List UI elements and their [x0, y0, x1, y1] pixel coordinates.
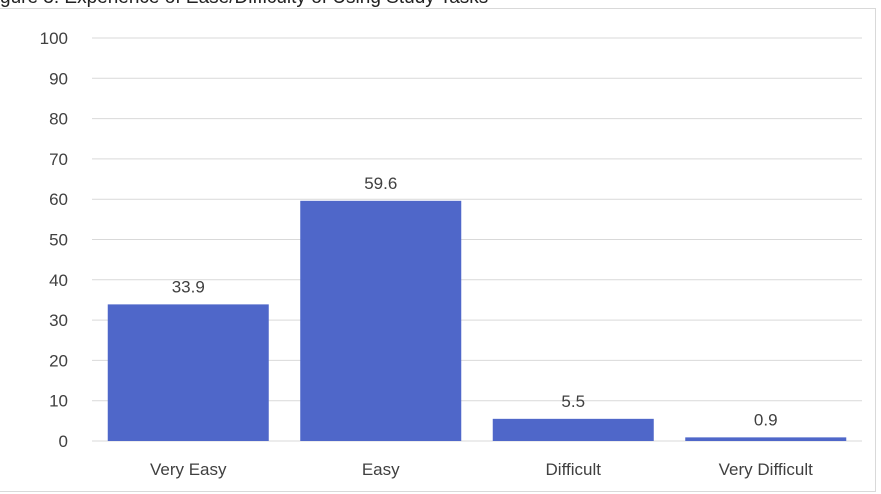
data-label: 0.9: [754, 410, 778, 429]
figure-caption: gure 3. Experience of Ease/Difficulty of…: [0, 0, 488, 8]
y-tick-label: 80: [49, 110, 68, 129]
y-tick-label: 40: [49, 271, 68, 290]
x-category-label: Easy: [362, 460, 400, 479]
data-label: 33.9: [172, 277, 205, 296]
data-labels: 33.9 59.6 5.5 0.9: [172, 174, 778, 430]
y-tick-label: 0: [59, 432, 68, 451]
x-category-label: Very Easy: [150, 460, 227, 479]
y-tick-label: 90: [49, 69, 68, 88]
x-axis-categories: Very Easy Easy Difficult Very Difficult: [150, 460, 813, 479]
y-tick-label: 50: [49, 231, 68, 250]
y-tick-label: 20: [49, 351, 68, 370]
bars: [107, 200, 847, 441]
y-tick-label: 70: [49, 150, 68, 169]
bar-very-difficult: [685, 437, 847, 441]
bar-very-easy: [107, 304, 269, 441]
y-tick-label: 60: [49, 190, 68, 209]
bar-difficult: [492, 418, 654, 441]
x-category-label: Difficult: [546, 460, 602, 479]
y-tick-label: 10: [49, 392, 68, 411]
y-axis-ticks: 0 10 20 30 40 50 60 70 80 90 100: [40, 29, 68, 451]
x-category-label: Very Difficult: [719, 460, 813, 479]
y-tick-label: 100: [40, 29, 68, 48]
data-label: 59.6: [364, 174, 397, 193]
chart-frame: [0, 8, 876, 492]
bar-easy: [300, 200, 462, 441]
data-label: 5.5: [561, 392, 585, 411]
y-tick-label: 30: [49, 311, 68, 330]
